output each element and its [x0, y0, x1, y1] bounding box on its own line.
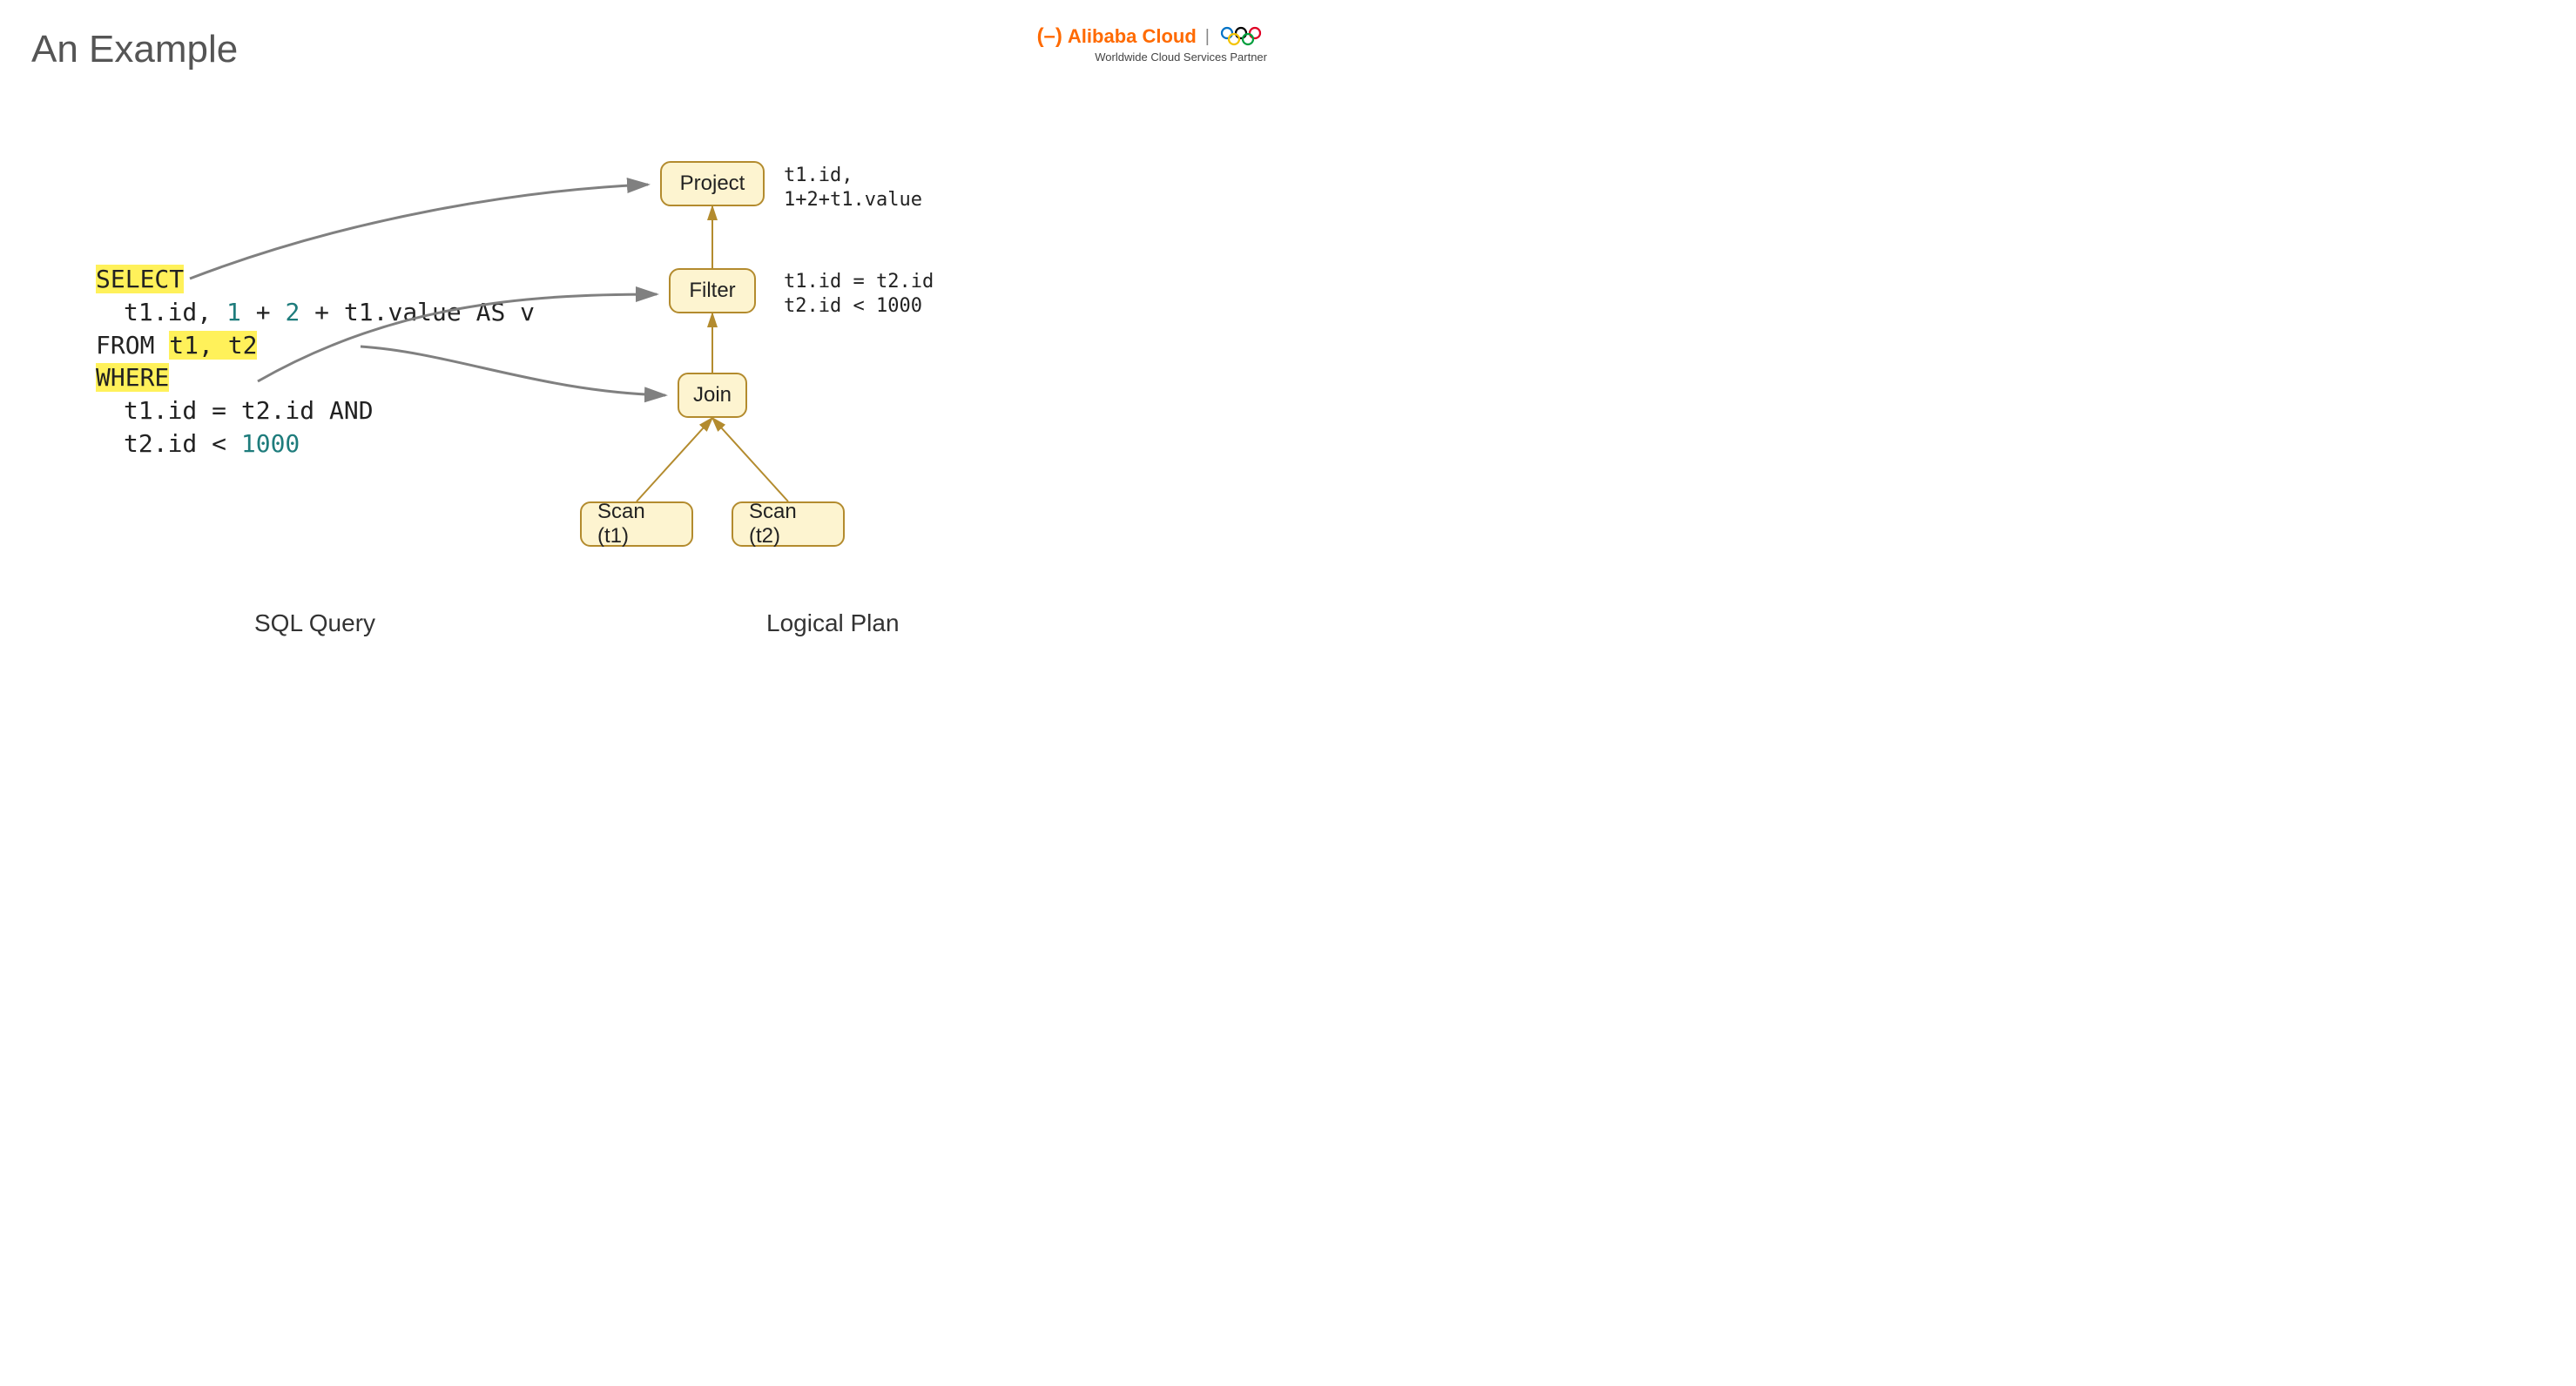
- sql-select-expr: t1.id, 1 + 2 + t1.value AS v: [96, 296, 535, 329]
- alibaba-bracket-icon: (–): [1037, 24, 1062, 49]
- plan-node-join: Join: [678, 373, 747, 418]
- sql-where-line2: t2.id < 1000: [96, 427, 535, 461]
- alibaba-brand-text: Alibaba Cloud: [1068, 25, 1197, 48]
- plan-annotation-filter: t1.id = t2.id t2.id < 1000: [784, 270, 934, 318]
- tree-edge: [712, 418, 788, 501]
- plan-caption: Logical Plan: [766, 609, 900, 637]
- logo-separator: |: [1205, 27, 1210, 47]
- plan-node-filter: Filter: [669, 268, 756, 313]
- tree-edge: [637, 418, 712, 501]
- sql-where-line1: t1.id = t2.id AND: [96, 394, 535, 427]
- sql-from-line: FROM t1, t2: [96, 329, 535, 362]
- plan-node-scan-t2: Scan (t2): [732, 501, 845, 547]
- sql-select-keyword: SELECT: [96, 265, 184, 293]
- alibaba-tagline: Worldwide Cloud Services Partner: [1037, 50, 1267, 64]
- alibaba-logo-block: (–) Alibaba Cloud | Worldwide Cloud Serv…: [1037, 24, 1267, 64]
- olympic-rings-icon: [1218, 24, 1267, 49]
- sql-query-block: SELECT t1.id, 1 + 2 + t1.value AS v FROM…: [96, 263, 535, 461]
- slide-title: An Example: [31, 28, 238, 71]
- plan-node-project: Project: [660, 161, 765, 206]
- sql-where-keyword: WHERE: [96, 363, 169, 392]
- plan-node-scan-t1: Scan (t1): [580, 501, 693, 547]
- plan-annotation-project: t1.id, 1+2+t1.value: [784, 164, 922, 212]
- sql-caption: SQL Query: [254, 609, 375, 637]
